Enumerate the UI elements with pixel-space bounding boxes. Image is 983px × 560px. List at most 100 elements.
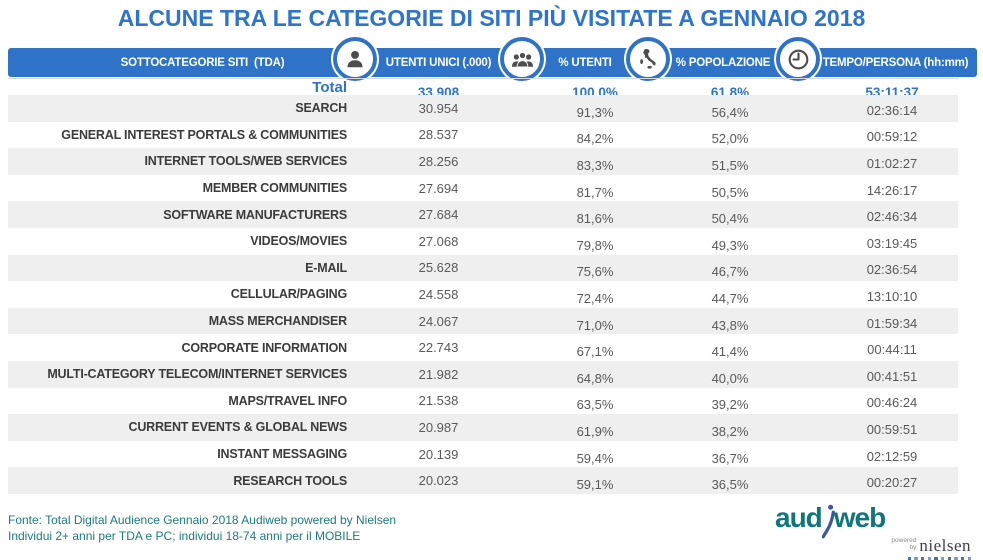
pct-population-cell: 51,5% xyxy=(711,157,749,173)
category-cell: RESEARCH TOOLS xyxy=(233,473,347,488)
table-row: SOFTWARE MANUFACTURERS 27.684 81,6% 50,4% 02… xyxy=(8,201,958,228)
unique-users-cell: 27.684 xyxy=(418,207,459,223)
audiweb-wordmark: aud web xyxy=(775,503,971,542)
pct-users-cell: 84,2% xyxy=(576,131,614,147)
time-per-person-cell: 00:44:11 xyxy=(867,342,917,358)
unique-users-cell: 27.068 xyxy=(418,233,459,249)
table-row: MULTI-CATEGORY TELECOM/INTERNET SERVICES… xyxy=(8,360,958,388)
people-group-icon xyxy=(500,37,544,81)
unique-users-cell: 30.954 xyxy=(418,100,459,116)
pct-users-cell: 81,6% xyxy=(576,211,614,227)
time-per-person-cell: 00:59:12 xyxy=(866,129,918,145)
header-time-per-person: TEMPO/PERSONA (hh:mm) xyxy=(822,56,969,69)
table-row: CURRENT EVENTS & GLOBAL NEWS 20.987 61,9% 3… xyxy=(8,414,958,441)
table-row: VIDEOS/MOVIES 27.068 79,8% 49,3% 03:19:45 xyxy=(8,228,958,255)
audiweb-swoosh-icon xyxy=(821,504,835,539)
total-label: Total xyxy=(312,78,347,96)
pct-users-cell: 71,0% xyxy=(576,317,614,333)
pct-population-cell: 38,2% xyxy=(711,423,749,439)
table-row: MEMBER COMMUNITIES 27.694 81,7% 50,5% 14:26:… xyxy=(8,175,958,202)
table-row: INTERNET TOOLS/WEB SERVICES 28.256 83,3% 51… xyxy=(8,148,958,175)
pct-population-cell: 43,8% xyxy=(711,317,749,333)
unique-users-cell: 20.139 xyxy=(418,446,459,462)
time-per-person-cell: 01:59:34 xyxy=(866,315,918,331)
pct-population-cell: 56,4% xyxy=(711,104,749,120)
pct-users-cell: 61,9% xyxy=(576,423,614,439)
unique-users-cell: 28.537 xyxy=(418,127,459,143)
category-cell: INSTANT MESSAGING xyxy=(217,447,347,462)
unique-users-cell: 27.694 xyxy=(418,180,459,196)
italy-map-icon xyxy=(626,37,670,81)
unique-users-cell: 24.558 xyxy=(418,286,459,302)
pct-population-cell: 40,0% xyxy=(711,370,749,386)
pct-population-cell: 44,7% xyxy=(711,290,749,306)
table-row: CELLULAR/PAGING 24.558 72,4% 44,7% 13:10:10 xyxy=(8,281,958,308)
unique-users-cell: 21.538 xyxy=(418,393,459,409)
total-pct-population: 61,8% xyxy=(710,84,750,100)
source-note: Fonte: Total Digital Audience Gennaio 20… xyxy=(8,512,396,544)
category-cell: CORPORATE INFORMATION xyxy=(181,340,348,355)
category-cell: MASS MERCHANDISER xyxy=(208,314,347,329)
audiweb-text-aud: aud xyxy=(775,502,823,533)
pct-users-cell: 59,4% xyxy=(576,450,614,466)
pct-users-cell: 81,7% xyxy=(576,184,614,200)
time-per-person-cell: 02:36:54 xyxy=(866,262,918,278)
time-per-person-cell: 00:46:24 xyxy=(866,395,918,411)
time-per-person-cell: 00:41:51 xyxy=(866,368,918,384)
pct-population-cell: 52,0% xyxy=(711,131,749,147)
pct-users-cell: 59,1% xyxy=(576,477,614,493)
unique-users-cell: 28.256 xyxy=(418,153,459,169)
total-pct-users: 100,0% xyxy=(572,84,618,100)
category-cell: SEARCH xyxy=(295,101,347,116)
pct-users-cell: 64,8% xyxy=(576,370,614,386)
total-unique-users: 33.908 xyxy=(417,84,460,100)
pct-population-cell: 50,4% xyxy=(711,211,749,227)
clock-icon xyxy=(776,37,820,81)
header-unique-users: UTENTI UNICI (.000) xyxy=(385,56,492,69)
table-row: E-MAIL 25.628 75,6% 46,7% 02:36:54 xyxy=(8,254,958,282)
audiweb-nielsen-logo: aud web powered by nielsen xyxy=(775,503,971,560)
category-cell: GENERAL INTEREST PORTALS & COMMUNITIES xyxy=(61,127,347,142)
table-header-bar: SOTTOCATEGORIE SITI (TDA) UTENTI UNICI (… xyxy=(8,37,977,81)
pct-population-cell: 49,3% xyxy=(711,237,749,253)
category-cell: MEMBER COMMUNITIES xyxy=(202,181,348,196)
pct-population-cell: 36,5% xyxy=(711,477,749,493)
category-cell: MULTI-CATEGORY TELECOM/INTERNET SERVICES xyxy=(47,367,347,382)
pct-users-cell: 63,5% xyxy=(576,397,614,413)
time-per-person-cell: 02:36:14 xyxy=(866,102,918,118)
unique-users-cell: 24.067 xyxy=(418,313,459,329)
pct-users-cell: 75,6% xyxy=(576,264,614,280)
time-per-person-cell: 00:59:51 xyxy=(866,421,918,437)
unique-users-cell: 20.987 xyxy=(418,419,459,435)
category-cell: E-MAIL xyxy=(305,260,347,275)
category-cell: MAPS/TRAVEL INFO xyxy=(228,393,347,408)
category-cell: VIDEOS/MOVIES xyxy=(250,234,347,249)
pct-users-cell: 83,3% xyxy=(576,157,614,173)
table-row: SEARCH 30.954 91,3% 56,4% 02:36:14 xyxy=(8,95,958,122)
time-per-person-cell: 02:12:59 xyxy=(866,448,918,464)
unique-users-cell: 25.628 xyxy=(418,260,459,276)
source-line-2: Individui 2+ anni per TDA e PC; individu… xyxy=(8,529,361,543)
source-line-1: Fonte: Total Digital Audience Gennaio 20… xyxy=(8,513,397,527)
header-pct-population: % POPOLAZIONE xyxy=(675,56,771,69)
pct-population-cell: 41,4% xyxy=(711,344,749,360)
table-rows: SEARCH 30.954 91,3% 56,4% 02:36:14 GENERAL IN… xyxy=(8,95,958,494)
powered-by-label: powered by xyxy=(891,537,917,551)
pct-users-cell: 67,1% xyxy=(576,344,614,360)
unique-users-cell: 22.743 xyxy=(418,340,459,356)
category-cell: CURRENT EVENTS & GLOBAL NEWS xyxy=(128,420,348,435)
table-row: MAPS/TRAVEL INFO 21.538 63,5% 39,2% 00:46:24 xyxy=(8,388,958,415)
person-icon xyxy=(333,37,377,81)
time-per-person-cell: 03:19:45 xyxy=(866,235,918,251)
table-row: CORPORATE INFORMATION 22.743 67,1% 41,4% 00:… xyxy=(8,334,958,361)
unique-users-cell: 20.023 xyxy=(418,473,459,489)
header-category: SOTTOCATEGORIE SITI (TDA) xyxy=(120,56,285,69)
table-row: GENERAL INTEREST PORTALS & COMMUNITIES 28… xyxy=(8,122,958,149)
pct-population-cell: 39,2% xyxy=(711,397,749,413)
nielsen-dots xyxy=(775,557,971,560)
unique-users-cell: 21.982 xyxy=(418,366,459,382)
pct-population-cell: 36,7% xyxy=(711,450,749,466)
pct-population-cell: 46,7% xyxy=(711,264,749,280)
pct-users-cell: 91,3% xyxy=(576,104,614,120)
time-per-person-cell: 02:46:34 xyxy=(866,209,918,225)
